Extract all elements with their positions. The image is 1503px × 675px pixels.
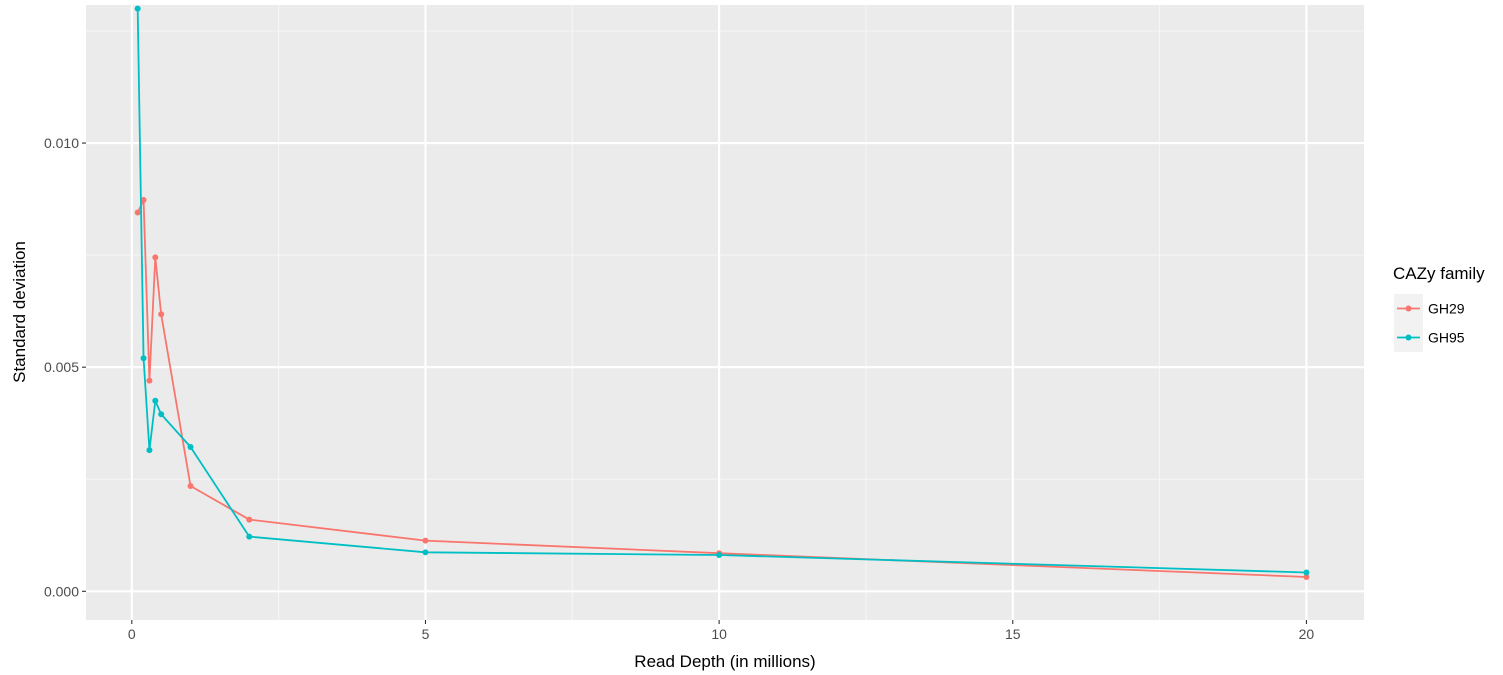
x-tick-label: 15 [1005,626,1021,642]
legend: CAZy family GH29 GH95 [1393,264,1485,352]
y-tick-label: 0.005 [44,359,79,375]
data-point-gh95 [1303,569,1310,576]
series-layer [134,5,1310,580]
data-point-gh95 [152,397,159,404]
legend-label: GH95 [1428,330,1465,346]
legend-key-point [1405,334,1412,341]
data-point-gh29 [1303,573,1310,580]
data-point-gh95 [716,552,723,559]
legend-title: CAZy family [1393,264,1485,283]
x-axis-title: Read Depth (in millions) [634,652,815,671]
data-point-gh29 [422,537,429,544]
legend-key-point [1405,305,1412,312]
legend-label: GH29 [1428,301,1465,317]
data-point-gh29 [246,516,253,523]
data-point-gh95 [158,411,165,418]
data-point-gh95 [246,533,253,540]
data-point-gh95 [134,5,141,12]
x-tick-label: 10 [711,626,727,642]
data-point-gh95 [146,447,153,454]
data-point-gh95 [140,355,147,362]
legend-keys: GH29 GH95 [1394,294,1465,352]
major-gridlines [86,5,1364,620]
data-point-gh29 [187,482,194,489]
x-tick-label: 0 [128,626,136,642]
x-tick-label: 20 [1299,626,1315,642]
y-tick-label: 0.000 [44,583,79,599]
minor-gridlines [86,5,1364,620]
x-tick-label: 5 [422,626,430,642]
series-line-gh95 [136,8,1307,574]
data-point-gh29 [146,377,153,384]
data-point-gh29 [134,209,141,216]
series-line-gh29 [136,199,1307,578]
data-point-gh29 [152,254,159,261]
data-point-gh29 [140,196,147,203]
y-axis-title: Standard deviation [10,241,29,383]
data-point-gh95 [187,443,194,450]
panel-background [86,5,1364,620]
data-point-gh29 [158,311,165,318]
y-tick-label: 0.010 [44,135,79,151]
axes: 0 5 10 15 20 0.000 0.005 0.010 [44,135,1314,642]
data-point-gh95 [422,549,429,556]
